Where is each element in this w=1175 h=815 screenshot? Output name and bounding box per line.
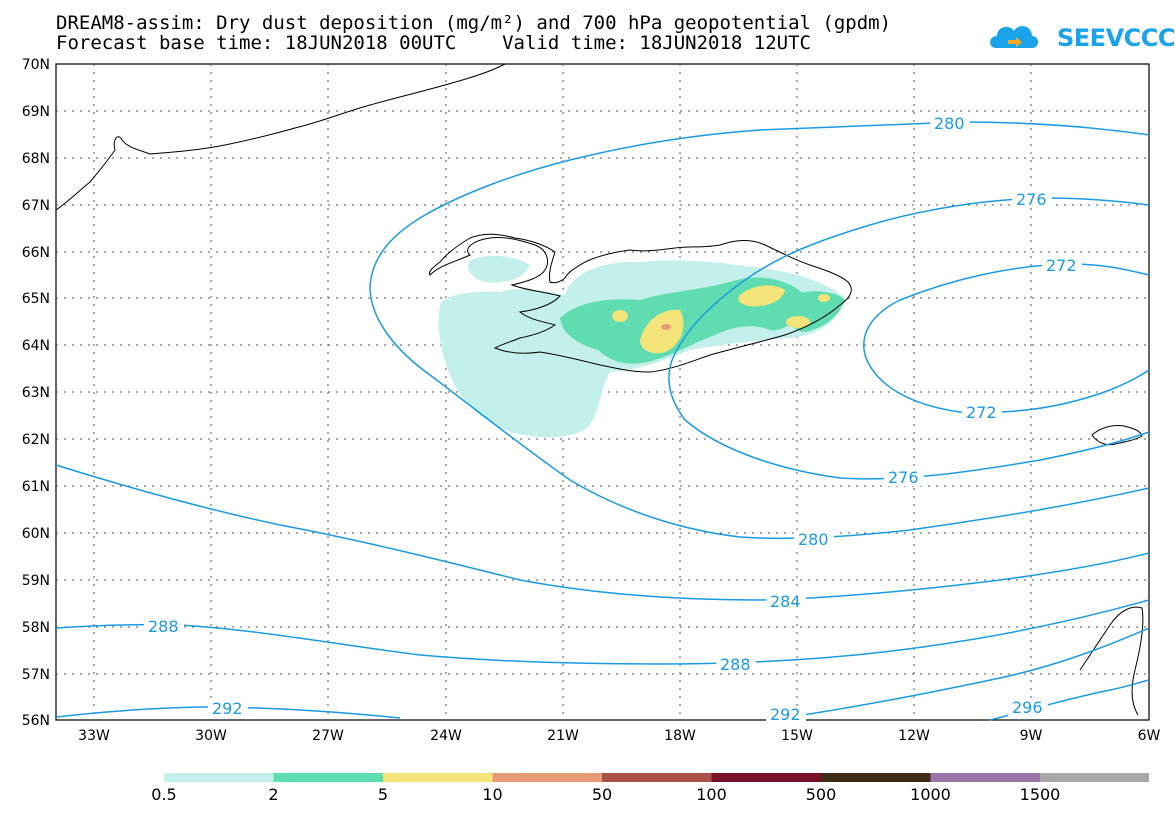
- lon-label: 18W: [664, 728, 696, 744]
- lon-label: 30W: [195, 728, 227, 744]
- contour-label: 272: [966, 403, 997, 422]
- lat-label: 63N: [22, 385, 50, 401]
- contour-label: 276: [1016, 190, 1047, 209]
- contour-276: [668, 197, 1150, 480]
- contour-label: 284: [770, 592, 801, 611]
- legend-swatch: [383, 773, 493, 782]
- contour-label: 296: [1012, 698, 1043, 717]
- legend-label: 500: [806, 785, 837, 804]
- dust-area-5d: [786, 316, 810, 328]
- legend-swatch: [602, 773, 712, 782]
- contour-label: 292: [770, 705, 801, 724]
- legend-label: 1500: [1020, 785, 1061, 804]
- legend-swatch: [930, 773, 1040, 782]
- contour-292-right: [769, 627, 1150, 721]
- legend-swatch: [492, 773, 602, 782]
- legend-label: 10: [482, 785, 502, 804]
- contour-284: [55, 464, 1150, 601]
- grid-lines: [56, 64, 1149, 720]
- iceland-coast: [429, 233, 852, 373]
- lat-label: 60N: [22, 526, 50, 542]
- lon-label: 27W: [312, 728, 344, 744]
- legend-swatch: [164, 773, 274, 782]
- dust-area-5a: [640, 309, 684, 354]
- contour-label: 276: [888, 468, 919, 487]
- lat-label: 65N: [22, 291, 50, 307]
- contour-label: 292: [212, 699, 243, 718]
- lat-label: 58N: [22, 620, 50, 636]
- dust-deposition-field: [438, 255, 845, 438]
- contour-288: [55, 599, 1150, 665]
- lon-label: 21W: [547, 728, 579, 744]
- lat-label: 70N: [22, 57, 50, 73]
- map-subtitle: Forecast base time: 18JUN2018 00UTC Vali…: [56, 32, 811, 54]
- lon-label: 24W: [430, 728, 462, 744]
- contour-labels: 280 276 272 272 276 280 284 288 288 292 …: [144, 114, 1082, 724]
- lat-label: 66N: [22, 245, 50, 261]
- legend-swatch: [821, 773, 931, 782]
- contour-272: [863, 263, 1150, 414]
- latitude-labels: 70N 69N 68N 67N 66N 65N 64N 63N 62N 61N …: [22, 57, 50, 729]
- lon-label: 6W: [1138, 728, 1161, 744]
- dust-area-10: [661, 324, 671, 330]
- contour-label: 272: [1046, 256, 1077, 275]
- color-legend: 0.5 2 5 10 50 100 500 1000 1500: [151, 773, 1149, 804]
- legend-label: 0.5: [151, 785, 176, 804]
- contour-label: 280: [798, 530, 829, 549]
- legend-swatch: [1040, 773, 1149, 782]
- contour-label: 288: [720, 655, 751, 674]
- lat-label: 62N: [22, 432, 50, 448]
- dust-area-5b: [738, 285, 785, 307]
- dust-area-5e: [818, 294, 830, 302]
- norway-coast: [1079, 606, 1144, 716]
- logo-text: SEEVCCC: [1057, 24, 1175, 52]
- lat-label: 57N: [22, 667, 50, 683]
- lat-label: 59N: [22, 573, 50, 589]
- lat-label: 56N: [22, 713, 50, 729]
- legend-label: 2: [268, 785, 278, 804]
- legend-label: 1000: [910, 785, 951, 804]
- contour-292-left: [55, 706, 401, 719]
- lat-label: 68N: [22, 151, 50, 167]
- legend-label: 5: [378, 785, 388, 804]
- contour-label: 288: [148, 617, 179, 636]
- greenland-coast: [55, 63, 506, 211]
- legend-label: 50: [592, 785, 612, 804]
- lat-label: 67N: [22, 198, 50, 214]
- longitude-labels: 33W 30W 27W 24W 21W 18W 15W 12W 9W 6W: [78, 728, 1160, 744]
- map-title: DREAM8-assim: Dry dust deposition (mg/m²…: [56, 12, 892, 34]
- lon-label: 33W: [78, 728, 110, 744]
- dust-area-5c: [612, 310, 628, 322]
- legend-swatch: [273, 773, 383, 782]
- contour-label: 280: [934, 114, 965, 133]
- legend-label: 100: [696, 785, 727, 804]
- lon-label: 15W: [781, 728, 813, 744]
- dust-area-low-nw: [468, 255, 530, 283]
- lat-label: 69N: [22, 104, 50, 120]
- lat-label: 64N: [22, 338, 50, 354]
- lat-label: 61N: [22, 479, 50, 495]
- lon-label: 9W: [1020, 728, 1043, 744]
- coastlines: [55, 63, 1144, 716]
- lon-label: 12W: [898, 728, 930, 744]
- cloud-icon: [990, 26, 1038, 48]
- legend-swatch: [711, 773, 821, 782]
